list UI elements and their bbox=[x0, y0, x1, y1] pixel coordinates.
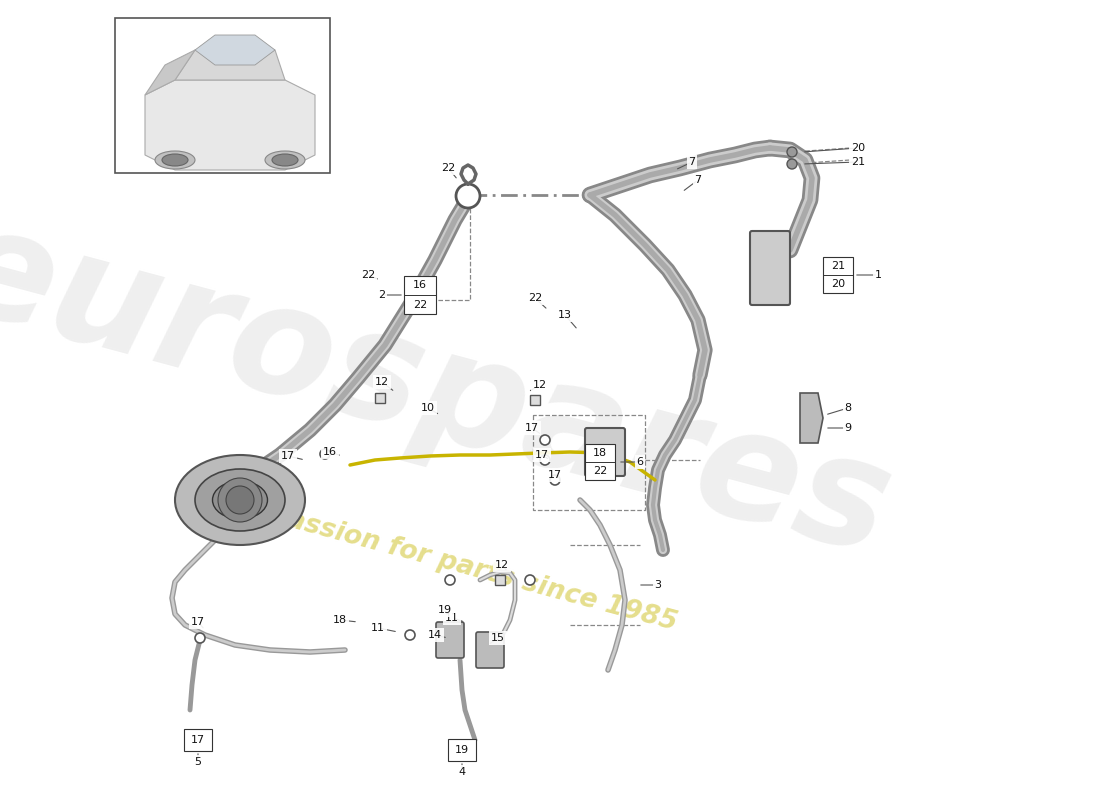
Text: 21: 21 bbox=[830, 261, 845, 271]
Text: 7: 7 bbox=[689, 157, 695, 167]
Text: 17: 17 bbox=[535, 450, 549, 460]
Bar bbox=[184, 729, 212, 751]
Circle shape bbox=[786, 159, 798, 169]
Circle shape bbox=[786, 147, 798, 157]
Circle shape bbox=[195, 633, 205, 643]
Text: 3: 3 bbox=[654, 580, 661, 590]
Text: 15: 15 bbox=[491, 633, 505, 643]
Polygon shape bbox=[175, 50, 285, 80]
Text: 17: 17 bbox=[280, 451, 295, 461]
Bar bbox=[585, 444, 615, 480]
Text: 1: 1 bbox=[874, 270, 881, 280]
Ellipse shape bbox=[175, 455, 305, 545]
Text: eurospares: eurospares bbox=[0, 193, 905, 587]
Text: 14: 14 bbox=[428, 630, 442, 640]
Circle shape bbox=[226, 486, 254, 514]
Ellipse shape bbox=[162, 154, 188, 166]
Text: 13: 13 bbox=[558, 310, 572, 320]
Bar bbox=[404, 276, 436, 314]
Polygon shape bbox=[145, 80, 315, 170]
Text: 22: 22 bbox=[593, 466, 607, 476]
Polygon shape bbox=[195, 35, 275, 65]
FancyBboxPatch shape bbox=[750, 231, 790, 305]
Text: 17: 17 bbox=[191, 735, 205, 745]
Text: 12: 12 bbox=[532, 380, 547, 390]
Text: 22: 22 bbox=[441, 163, 455, 173]
Circle shape bbox=[540, 455, 550, 465]
Text: 4: 4 bbox=[459, 767, 465, 777]
Circle shape bbox=[320, 449, 330, 459]
FancyBboxPatch shape bbox=[495, 575, 505, 585]
FancyBboxPatch shape bbox=[476, 632, 504, 668]
Text: 11: 11 bbox=[446, 613, 459, 623]
Text: 22: 22 bbox=[412, 299, 427, 310]
Text: 2: 2 bbox=[378, 290, 386, 300]
Ellipse shape bbox=[272, 154, 298, 166]
Text: 18: 18 bbox=[593, 448, 607, 458]
FancyBboxPatch shape bbox=[585, 428, 625, 476]
Polygon shape bbox=[800, 393, 823, 443]
Circle shape bbox=[540, 435, 550, 445]
Ellipse shape bbox=[195, 469, 285, 531]
Text: 17: 17 bbox=[548, 470, 562, 480]
FancyBboxPatch shape bbox=[436, 622, 464, 658]
Text: 20: 20 bbox=[830, 279, 845, 289]
Text: 16: 16 bbox=[323, 447, 337, 457]
Text: 5: 5 bbox=[195, 757, 201, 767]
Bar bbox=[448, 739, 476, 761]
FancyBboxPatch shape bbox=[375, 393, 385, 403]
Polygon shape bbox=[145, 50, 195, 95]
Text: 8: 8 bbox=[845, 403, 851, 413]
Circle shape bbox=[405, 630, 415, 640]
Text: 22: 22 bbox=[528, 293, 542, 303]
Circle shape bbox=[218, 478, 262, 522]
FancyBboxPatch shape bbox=[530, 395, 540, 405]
Circle shape bbox=[550, 475, 560, 485]
Text: 12: 12 bbox=[495, 560, 509, 570]
Text: 21: 21 bbox=[851, 157, 865, 167]
Text: 18: 18 bbox=[333, 615, 348, 625]
Circle shape bbox=[456, 184, 480, 208]
Text: 11: 11 bbox=[371, 623, 385, 633]
Text: 10: 10 bbox=[421, 403, 434, 413]
Text: 20: 20 bbox=[851, 143, 865, 153]
Text: a passion for parts since 1985: a passion for parts since 1985 bbox=[240, 494, 680, 635]
Text: 22: 22 bbox=[361, 270, 375, 280]
Circle shape bbox=[525, 575, 535, 585]
Text: 7: 7 bbox=[694, 175, 702, 185]
Bar bbox=[823, 257, 852, 293]
Text: 9: 9 bbox=[845, 423, 851, 433]
Text: 16: 16 bbox=[412, 281, 427, 290]
Text: 19: 19 bbox=[438, 605, 452, 615]
Text: 17: 17 bbox=[191, 617, 205, 627]
Ellipse shape bbox=[155, 151, 195, 169]
Circle shape bbox=[446, 575, 455, 585]
Text: 6: 6 bbox=[637, 457, 644, 467]
Ellipse shape bbox=[212, 481, 267, 519]
Text: 19: 19 bbox=[455, 745, 469, 755]
Text: 17: 17 bbox=[525, 423, 539, 433]
Ellipse shape bbox=[265, 151, 305, 169]
Bar bbox=[116, 18, 330, 173]
Text: 12: 12 bbox=[375, 377, 389, 387]
